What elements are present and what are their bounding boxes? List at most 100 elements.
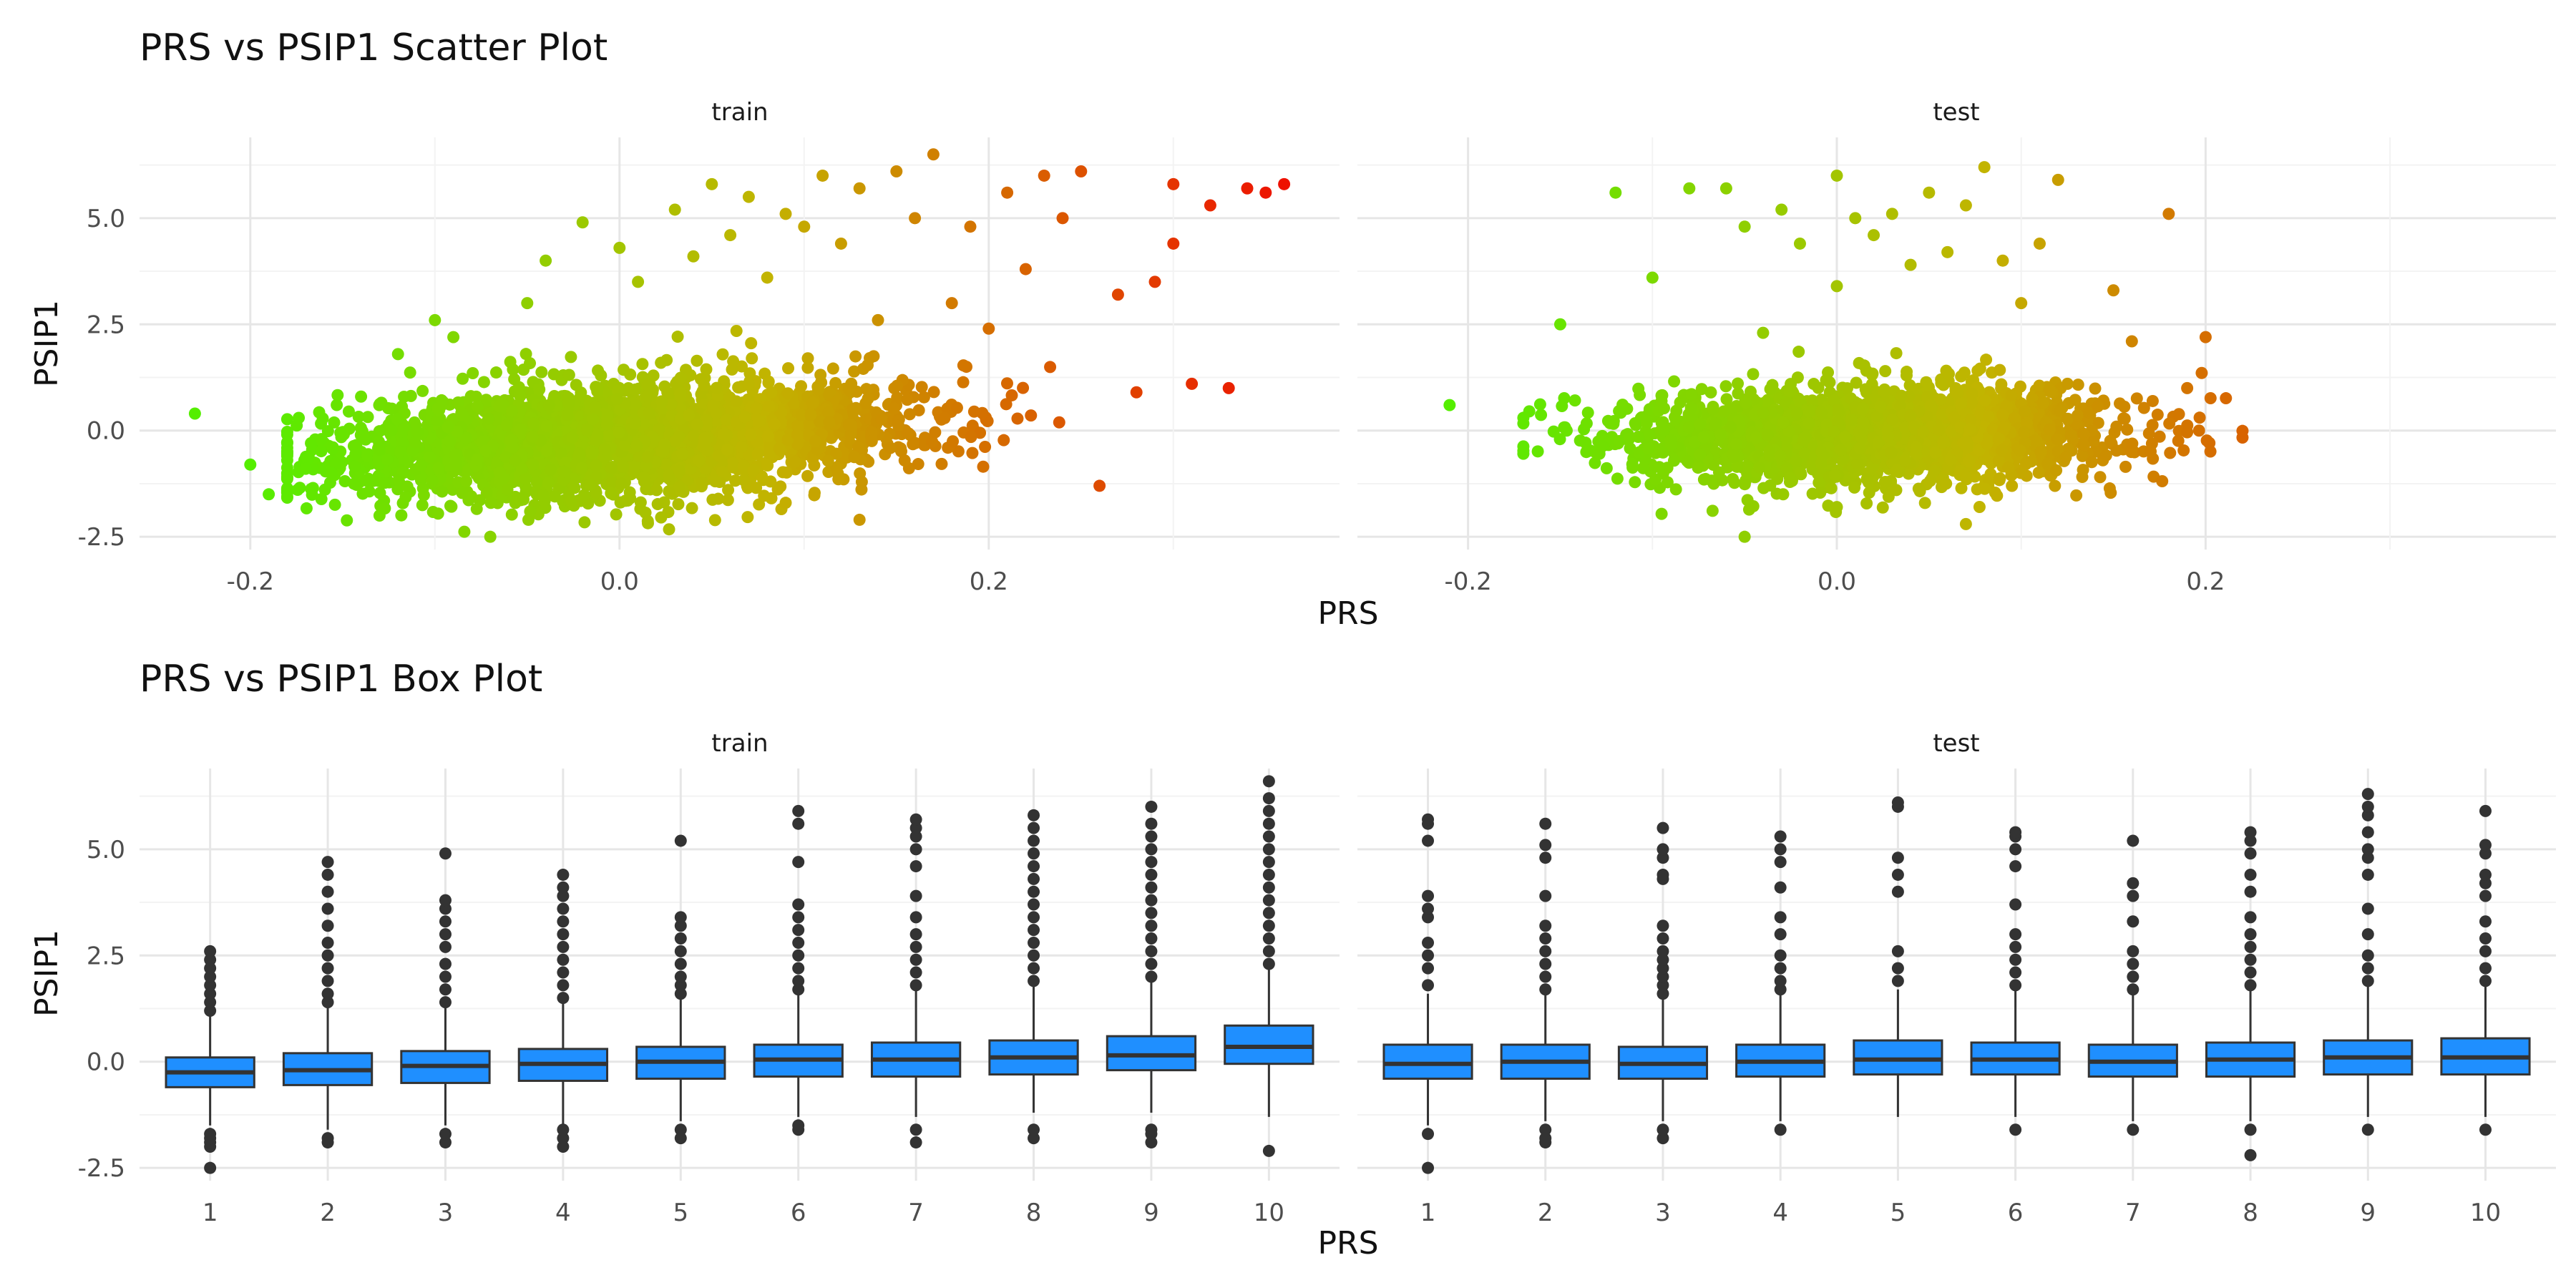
scatter-point <box>966 447 979 459</box>
scatter-point <box>765 386 778 399</box>
scatter-point <box>484 497 497 509</box>
scatter-panel-train: -0.2 0.0 0.2-2.50.02.55.0 <box>78 137 1340 596</box>
scatter-point <box>1531 445 1544 458</box>
scatter-point <box>964 220 977 233</box>
scatter-point <box>698 379 711 392</box>
scatter-point <box>576 216 589 229</box>
scatter-point <box>762 430 775 443</box>
scatter-point <box>540 254 552 267</box>
scatter-point <box>927 386 940 399</box>
y-tick-label: 5.0 <box>87 205 125 233</box>
scatter-point <box>471 453 484 466</box>
scatter-point <box>457 372 469 385</box>
scatter-point <box>629 383 642 396</box>
scatter-point <box>280 471 293 484</box>
scatter-point <box>816 169 829 182</box>
scatter-point <box>738 411 751 424</box>
scatter-point <box>1706 504 1719 517</box>
scatter-point <box>950 401 963 414</box>
scatter-point <box>651 498 664 511</box>
scatter-point <box>401 480 414 493</box>
scatter-point <box>668 203 681 216</box>
scatter-point <box>1955 482 1968 494</box>
scatter-point <box>891 391 904 404</box>
x-tick-label: 0.0 <box>600 567 639 596</box>
scatter-point <box>909 212 922 225</box>
scatter-point <box>524 505 537 518</box>
scatter-point <box>441 421 454 434</box>
scatter-point <box>867 350 880 363</box>
scatter-point <box>798 220 811 233</box>
scatter-point <box>638 472 650 484</box>
scatter-point <box>489 366 502 379</box>
scatter-point <box>501 483 514 496</box>
scatter-point <box>2163 417 2176 430</box>
scatter-point <box>743 367 756 380</box>
scatter-point <box>801 469 814 482</box>
scatter-point <box>630 439 643 452</box>
scatter-point <box>424 451 436 464</box>
scatter-point <box>328 498 341 511</box>
scatter-point <box>640 482 653 495</box>
scatter-point <box>460 474 473 487</box>
scatter-point <box>316 412 329 425</box>
scatter-point <box>1075 165 1088 178</box>
scatter-point <box>781 387 794 400</box>
scatter-point <box>947 435 960 448</box>
scatter-point <box>1642 442 1655 455</box>
scatter-point <box>742 190 755 203</box>
box-strip-test: test <box>1933 729 1979 758</box>
scatter-point <box>605 487 618 499</box>
scatter-point <box>578 516 591 529</box>
scatter-point <box>1611 472 1624 485</box>
scatter-point <box>1879 365 1892 378</box>
scatter-point <box>436 485 449 498</box>
scatter-point <box>566 431 579 444</box>
scatter-point <box>1860 497 1873 510</box>
scatter-point <box>693 454 706 467</box>
scatter-point <box>774 444 786 457</box>
scatter-point <box>1764 479 1777 492</box>
scatter-point <box>1918 497 1931 509</box>
scatter-point <box>1747 368 1760 381</box>
scatter-point <box>590 459 602 472</box>
scatter-point <box>391 348 404 361</box>
scatter-point <box>676 447 689 460</box>
scatter-point <box>929 426 942 439</box>
scatter-point <box>431 414 444 426</box>
scatter-point <box>865 434 878 447</box>
scatter-point <box>967 405 980 418</box>
scatter-point <box>325 467 338 479</box>
scatter-point <box>394 445 406 458</box>
scatter-point <box>355 390 368 403</box>
scatter-point <box>829 376 842 389</box>
scatter-point <box>884 441 897 454</box>
scatter-point <box>1053 416 1065 429</box>
scatter-point <box>721 429 733 441</box>
scatter-point <box>872 313 884 326</box>
scatter-point <box>1991 489 2004 502</box>
scatter-point <box>706 399 719 412</box>
scatter-point <box>514 423 527 436</box>
scatter-point <box>687 430 700 443</box>
scatter-point <box>374 444 386 457</box>
scatter-point <box>399 491 412 504</box>
scatter-point <box>750 402 763 415</box>
scatter-point <box>533 383 546 396</box>
scatter-point <box>519 348 532 361</box>
scatter-point <box>830 461 843 474</box>
scatter-point <box>747 464 760 477</box>
scatter-point <box>506 404 519 417</box>
scatter-point <box>979 441 992 454</box>
scatter-point <box>2076 471 2089 484</box>
scatter-point <box>610 393 623 406</box>
scatter-point <box>907 438 919 451</box>
scatter-point <box>507 363 519 376</box>
scatter-point <box>280 446 293 459</box>
scatter-point <box>745 337 758 350</box>
scatter-point <box>352 410 365 423</box>
scatter-point <box>592 364 605 377</box>
scatter-point <box>691 354 703 367</box>
scatter-point <box>341 514 353 527</box>
